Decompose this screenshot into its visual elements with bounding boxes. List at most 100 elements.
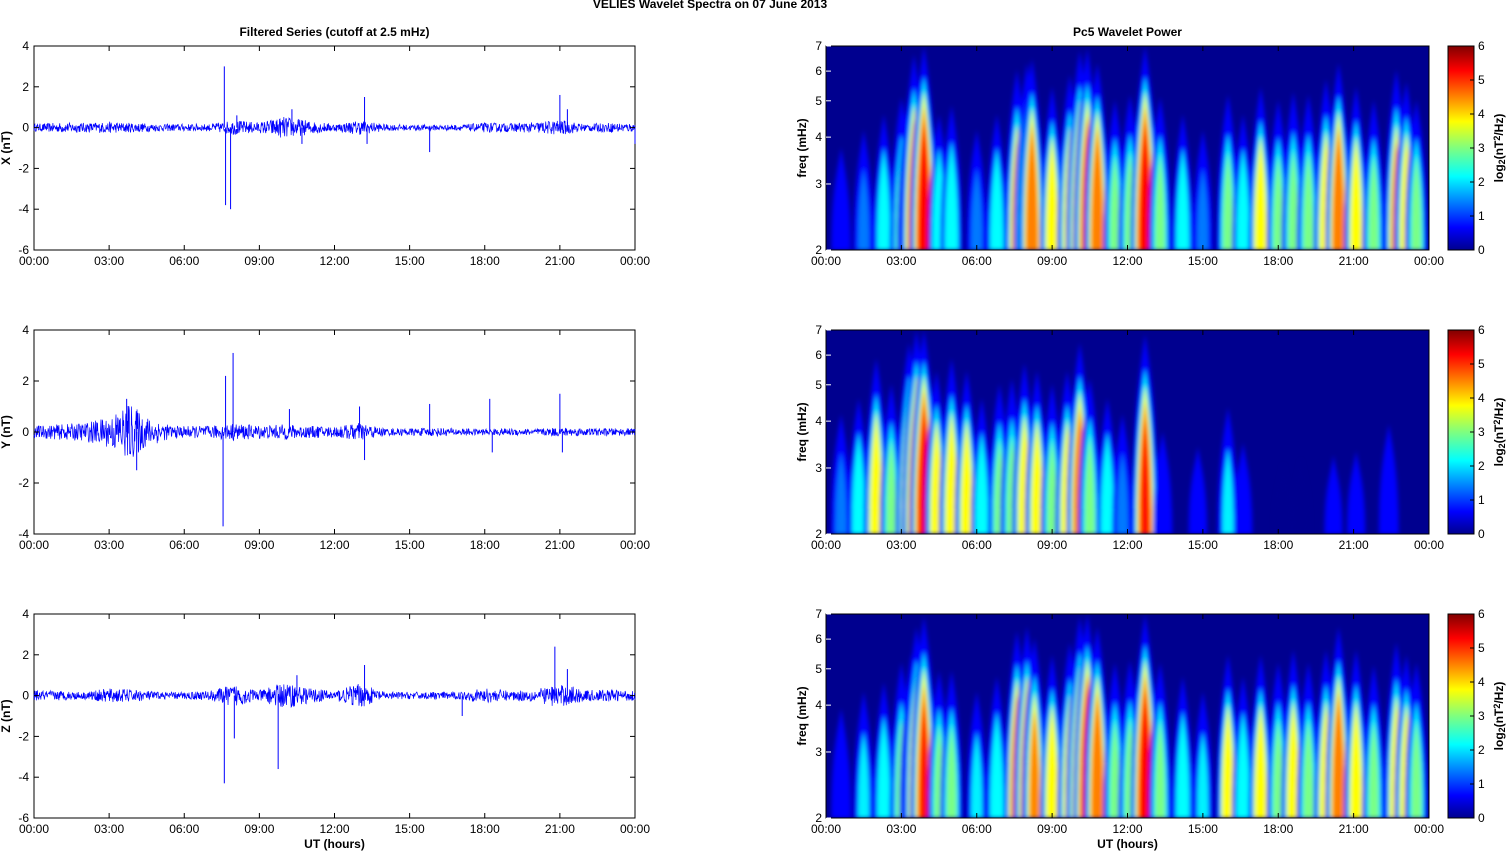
x-xtick-label: 00:00 [19,254,49,268]
colorbar-tick-label: 1 [1478,209,1485,223]
x-xtick-label: 00:00 [811,254,841,268]
colorbar-label-part: 2 [1497,443,1507,448]
x-axis-label: UT (hours) [304,837,365,851]
figure-title: VELIES Wavelet Spectra on 07 June 2013 [593,0,828,11]
x-xtick-label: 00:00 [1414,254,1444,268]
power-blob [858,731,870,818]
colorbar-label-part: log [1492,448,1506,466]
colorbar-tick-label: 1 [1478,777,1485,791]
ytick-label: 6 [815,64,822,78]
power-blob [1154,719,1166,818]
power-blob [1032,435,1042,534]
x-xtick-label: 00:00 [1414,538,1444,552]
x-xtick-label: 15:00 [395,538,425,552]
power-blob [1157,463,1169,534]
power-blob [1116,451,1129,534]
ytick-label: -4 [18,770,29,784]
ytick-label: -2 [18,476,29,490]
timeseries-panel-y: 420-2-400:00 03:00 06:00 09:00 12:00 15:00 18:… [0,323,650,552]
power-blob [886,438,897,534]
power-blob [1177,728,1188,818]
colorbar-label-part: /Hz) [1492,398,1506,420]
power-blob [1140,135,1150,250]
power-blob [1047,719,1057,818]
ytick-label: 6 [815,632,822,646]
x-xtick-label: 06:00 [169,254,199,268]
panel-title: Filtered Series (cutoff at 2.5 mHz) [239,25,429,39]
power-blob [946,724,957,818]
x-xtick-label: 12:00 [319,538,349,552]
power-blob [961,435,972,534]
panel-title: Pc5 Wavelet Power [1073,25,1182,39]
colorbar-label: log2(nT2/Hz) [1492,398,1507,467]
ytick-label: 0 [22,121,29,135]
power-blob [1177,163,1188,250]
power-blob [853,447,864,534]
x-xtick-label: 03:00 [94,538,124,552]
colorbar-label-part: log [1492,732,1506,750]
x-xtick-label: 15:00 [395,254,425,268]
ytick-label: 7 [815,607,822,621]
ytick-label: 5 [815,662,822,676]
power-blob [1273,719,1284,818]
power-blob [976,447,987,534]
colorbar-tick-label: 1 [1478,493,1485,507]
colorbar-label-part: log [1492,164,1506,182]
x-xtick-label: 06:00 [962,822,992,836]
y-axis-label: Z (nT) [0,699,13,732]
colorbar-label-part: /Hz) [1492,682,1506,704]
power-blob [1140,703,1150,818]
power-blob [1327,472,1340,534]
x-xtick-label: 21:00 [1339,822,1369,836]
x-xtick-label: 03:00 [94,822,124,836]
ytick-label: 4 [22,607,29,621]
ytick-label: 4 [815,698,822,712]
x-xtick-label: 12:00 [319,254,349,268]
ytick-label: 2 [22,648,29,662]
colorbar-label-part: 2 [1497,727,1507,732]
power-blob [1236,462,1250,534]
power-blob [991,163,1002,250]
y-axis-label: freq (mHz) [795,118,809,177]
x-xtick-label: 06:00 [962,538,992,552]
power-blob [835,451,847,534]
power-blob [1294,475,1308,534]
y-axis-label: freq (mHz) [795,686,809,745]
colorbar-tick-label: 3 [1478,141,1485,155]
x-xtick-label: 03:00 [886,254,916,268]
ytick-label: 2 [815,811,822,825]
x-xtick-label: 09:00 [1037,822,1067,836]
power-blob [1255,151,1266,250]
power-blob [1223,719,1233,818]
heatmap-blobs [830,330,1399,534]
colorbar-label-part: (nT [1492,424,1506,443]
x-xtick-label: 15:00 [395,822,425,836]
x-xtick-label: 00:00 [811,538,841,552]
colorbar-tick-label: 0 [1478,811,1485,825]
power-blob [1046,438,1058,534]
power-blob [1222,151,1234,250]
y-axis-label: Y (nT) [0,415,13,449]
ytick-label: 4 [22,39,29,53]
colorbar-tick-label: 5 [1478,357,1485,371]
x-xtick-label: 09:00 [1037,254,1067,268]
power-blob [919,135,929,250]
x-xtick-label: 03:00 [886,822,916,836]
colorbar-tick-label: 0 [1478,243,1485,257]
colorbar-tick-label: 2 [1478,459,1485,473]
colorbar-label-part: 2 [1492,704,1502,709]
x-xtick-label: 21:00 [545,822,575,836]
power-blob [971,731,983,818]
colorbar-label-part: 2 [1492,420,1502,425]
colorbar-tick-label: 4 [1478,675,1485,689]
power-blob [1333,142,1344,250]
ytick-label: 2 [815,243,822,257]
colorbar-tick-label: 3 [1478,425,1485,439]
colorbar-label: log2(nT2/Hz) [1492,114,1507,183]
x-xtick-label: 15:00 [1188,822,1218,836]
x-xtick-label: 18:00 [470,538,500,552]
colorbar-label-part: /Hz) [1492,114,1506,136]
x-xtick-label: 00:00 [19,822,49,836]
ytick-label: 6 [815,348,822,362]
ytick-label: 0 [22,689,29,703]
